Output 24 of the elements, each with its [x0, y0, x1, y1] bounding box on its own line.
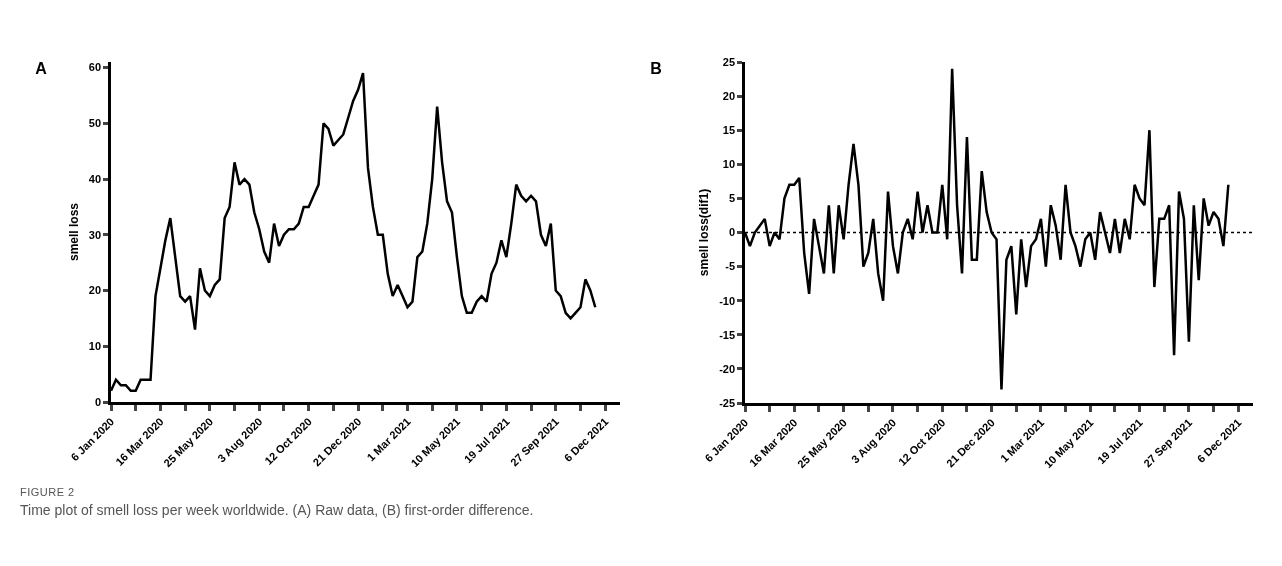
- y-axis-title: smell loss(dif1): [697, 188, 712, 277]
- text: Time plot of smell loss per week worldwide. (A) Raw data, (B) first-order difference.: [20, 502, 535, 518]
- y-tick-label: 5: [728, 192, 736, 205]
- y-tick-label: -5: [725, 260, 736, 273]
- y-tick-label: 10: [88, 340, 102, 353]
- y-tick-label: 40: [88, 172, 102, 185]
- y-tick-label: 10: [722, 158, 736, 171]
- y-tick-label: 20: [722, 89, 736, 102]
- y-tick-label: -15: [719, 328, 736, 341]
- y-tick-label: -20: [719, 362, 736, 375]
- y-tick-label: -10: [719, 294, 736, 307]
- y-tick-label: 25: [722, 55, 736, 68]
- y-tick-label: 20: [88, 284, 102, 297]
- y-tick-label: 50: [88, 117, 102, 130]
- y-axis-title: smell loss: [67, 202, 82, 262]
- y-tick-label: 0: [94, 395, 102, 408]
- y-tick-label: 30: [88, 228, 102, 241]
- y-tick-label: 60: [88, 61, 102, 74]
- chart-title: B: [650, 59, 662, 77]
- chart-title: A: [35, 59, 48, 77]
- y-tick-label: 0: [728, 226, 736, 239]
- y-tick-label: 15: [722, 124, 736, 137]
- y-tick-label: -25: [719, 396, 736, 409]
- caption: FIGURE 2: [20, 486, 76, 498]
